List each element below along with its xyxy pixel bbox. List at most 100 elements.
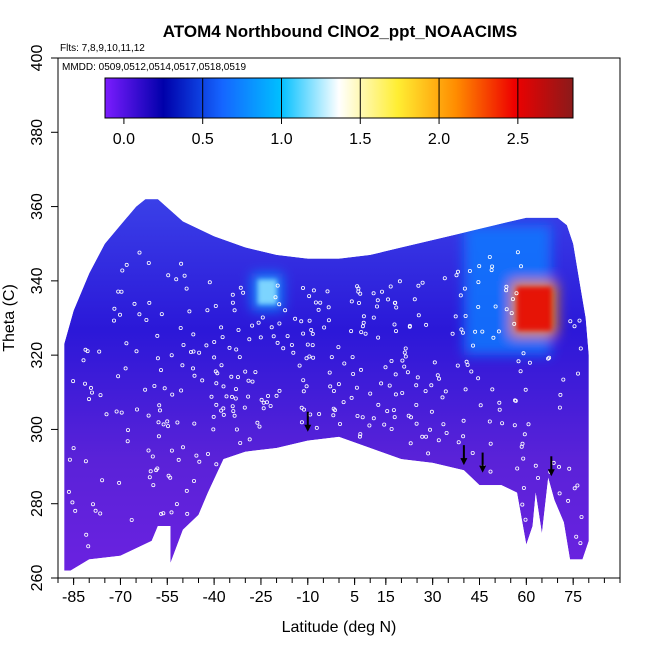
sample-point xyxy=(443,389,448,394)
arrow-head xyxy=(460,458,468,466)
sample-point xyxy=(379,381,384,386)
sample-point xyxy=(191,349,196,354)
sample-point xyxy=(275,283,280,288)
sample-point xyxy=(275,340,280,345)
sample-point xyxy=(146,448,151,453)
sample-point xyxy=(476,304,481,309)
sample-point xyxy=(402,364,407,369)
sample-point xyxy=(301,378,306,383)
sample-point xyxy=(187,309,192,314)
sample-point xyxy=(229,394,234,399)
sample-point xyxy=(383,365,388,370)
sample-point xyxy=(184,286,189,291)
sample-point xyxy=(490,264,495,269)
sample-point xyxy=(151,483,156,488)
sample-point xyxy=(129,518,134,523)
colorbar-tick-label: 2.0 xyxy=(428,131,450,148)
x-tick-label: -10 xyxy=(296,589,319,606)
sample-point xyxy=(497,400,502,405)
sample-point xyxy=(575,483,580,488)
sample-point xyxy=(241,290,246,295)
chart-title: ATOM4 Northbound ClNO2_ppt_NOAACIMS xyxy=(163,22,517,41)
heatmap-patch xyxy=(257,279,277,305)
sample-point xyxy=(376,335,381,340)
sample-point xyxy=(230,404,235,409)
sample-point xyxy=(176,457,181,462)
sample-point xyxy=(192,421,197,426)
sample-point xyxy=(516,359,521,364)
sample-point xyxy=(116,374,121,379)
flights-note: Flts: 7,8,9,10,11,12 xyxy=(60,43,145,54)
sample-point xyxy=(444,430,449,435)
sample-point xyxy=(97,349,102,354)
sample-point xyxy=(579,515,584,520)
sample-point xyxy=(221,412,226,417)
sample-point xyxy=(98,393,103,398)
sample-point xyxy=(414,421,419,426)
sample-point xyxy=(161,422,166,427)
colorbar-tick-label: 2.5 xyxy=(507,131,529,148)
sample-point xyxy=(117,480,122,485)
field-base xyxy=(64,199,589,571)
sample-point xyxy=(455,269,460,274)
sample-point xyxy=(120,268,125,273)
sample-point xyxy=(150,454,155,459)
sample-point xyxy=(221,384,226,389)
sample-point xyxy=(400,390,405,395)
sample-point xyxy=(469,369,474,374)
sample-point xyxy=(214,402,219,407)
sample-point xyxy=(147,300,152,305)
sample-point xyxy=(331,388,336,393)
sample-point xyxy=(304,356,309,361)
sample-point xyxy=(450,331,455,336)
sample-point xyxy=(230,292,235,297)
sample-point xyxy=(403,354,408,359)
x-tick-label: 30 xyxy=(424,589,442,606)
sample-point xyxy=(349,299,354,304)
sample-point xyxy=(337,421,342,426)
sample-point xyxy=(261,406,266,411)
sample-point xyxy=(283,308,288,313)
sample-point xyxy=(232,308,237,313)
sample-point xyxy=(487,254,492,259)
sample-point xyxy=(356,300,361,305)
sample-point xyxy=(576,371,581,376)
sample-point xyxy=(458,293,463,298)
sample-point xyxy=(224,394,229,399)
sample-point xyxy=(71,379,76,384)
sample-point xyxy=(509,311,514,316)
sample-point xyxy=(470,450,475,455)
sample-point xyxy=(250,379,255,384)
sample-point xyxy=(162,386,167,391)
sample-point xyxy=(181,342,186,347)
sample-point xyxy=(194,453,199,458)
sample-point xyxy=(219,408,224,413)
y-axis: 260 280 300 320 340 360 380 400 xyxy=(29,45,58,591)
x-tick-label: 5 xyxy=(350,589,359,606)
sample-point xyxy=(126,428,131,433)
sample-point xyxy=(367,423,372,428)
sample-point xyxy=(233,396,238,401)
sample-point xyxy=(394,305,399,310)
sample-point xyxy=(147,475,152,480)
sample-point xyxy=(112,318,117,323)
sample-point xyxy=(557,464,562,469)
sample-point xyxy=(156,420,161,425)
x-tick-label: 75 xyxy=(564,589,582,606)
sample-point xyxy=(454,273,459,278)
sample-point xyxy=(285,334,290,339)
sample-point xyxy=(146,413,151,418)
colorbar: 0.0 0.5 1.0 1.5 2.0 2.5 xyxy=(104,77,574,148)
sample-point xyxy=(238,285,243,290)
sample-point xyxy=(90,390,95,395)
sample-point xyxy=(265,393,270,398)
sample-point xyxy=(277,321,282,326)
sample-point xyxy=(385,409,390,414)
sample-point xyxy=(392,322,397,327)
sample-point xyxy=(416,283,421,288)
sample-point xyxy=(533,463,538,468)
sample-point xyxy=(523,387,528,392)
sample-point xyxy=(165,419,170,424)
sample-point xyxy=(329,355,334,360)
